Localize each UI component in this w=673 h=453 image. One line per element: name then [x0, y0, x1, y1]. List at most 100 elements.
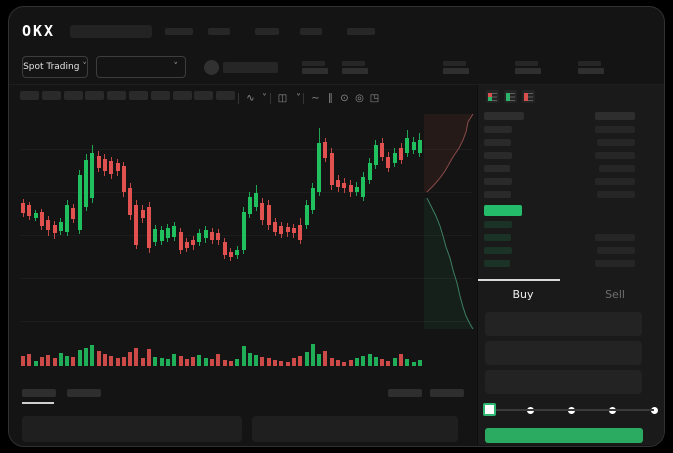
- volume-bar: [21, 356, 25, 366]
- orderbook-view-bids-icon[interactable]: [504, 90, 517, 103]
- bid-price-bar[interactable]: [484, 247, 512, 254]
- chevron-down-icon[interactable]: ˅: [296, 93, 301, 104]
- candle: [197, 233, 202, 242]
- candle: [210, 232, 214, 240]
- slider-mark[interactable]: [650, 406, 658, 414]
- amount-slider-handle[interactable]: [483, 403, 496, 416]
- market-stat-value-placeholder: [578, 68, 604, 74]
- candle: [417, 140, 422, 153]
- panel-action-placeholder[interactable]: [388, 389, 422, 397]
- volume-bar: [304, 352, 309, 366]
- candle: [361, 177, 366, 197]
- indicators-icon[interactable]: ∼: [311, 93, 320, 104]
- timeframe-button[interactable]: [107, 91, 127, 100]
- ask-amount-bar[interactable]: [599, 165, 635, 172]
- timeframe-button[interactable]: [172, 91, 192, 100]
- ask-price-bar[interactable]: [484, 191, 511, 198]
- nav-item[interactable]: [208, 28, 230, 35]
- ask-amount-bar[interactable]: [595, 178, 635, 185]
- volume-bar: [165, 359, 170, 366]
- volume-bar: [210, 359, 214, 366]
- ask-price-bar[interactable]: [484, 165, 510, 172]
- timeframe-button[interactable]: [194, 91, 214, 100]
- pair-select[interactable]: ˅: [96, 56, 186, 78]
- candle: [367, 163, 372, 180]
- bid-amount-bar[interactable]: [595, 234, 635, 241]
- bid-price-bar[interactable]: [484, 221, 512, 228]
- line-style-icon[interactable]: ∿: [246, 93, 255, 104]
- market-mode-select[interactable]: Spot Trading ˅: [22, 56, 88, 78]
- okx-logo[interactable]: OKX: [22, 22, 56, 40]
- nav-item[interactable]: [300, 28, 322, 35]
- chevron-down-icon[interactable]: ˅: [262, 93, 267, 104]
- volume-bar: [228, 361, 233, 366]
- last-price-bar[interactable]: [484, 205, 522, 216]
- order-total-field[interactable]: [485, 370, 642, 394]
- gridline: [20, 278, 472, 279]
- bid-price-bar[interactable]: [484, 260, 510, 267]
- nav-item[interactable]: [347, 28, 375, 35]
- ask-amount-bar[interactable]: [595, 152, 635, 159]
- tab-sell[interactable]: Sell: [605, 287, 625, 301]
- timeframe-button[interactable]: [150, 91, 170, 100]
- orderbook-view-asks-icon[interactable]: [522, 90, 535, 103]
- user-avatar[interactable]: [204, 60, 219, 75]
- candle: [71, 208, 76, 219]
- panel-action-placeholder[interactable]: [430, 389, 464, 397]
- tab-buy[interactable]: Buy: [512, 287, 534, 301]
- timeframe-button[interactable]: [129, 91, 148, 100]
- ask-amount-bar[interactable]: [595, 126, 635, 133]
- ask-price-bar[interactable]: [484, 152, 512, 159]
- market-stat-value-placeholder: [302, 68, 328, 74]
- order-history-tab[interactable]: [67, 389, 101, 397]
- volume-bar: [411, 362, 416, 366]
- fullscreen-icon[interactable]: ◳: [369, 93, 380, 104]
- ask-amount-bar[interactable]: [597, 139, 635, 146]
- timeframe-button[interactable]: [216, 91, 236, 100]
- nav-item[interactable]: [255, 28, 279, 35]
- candle-type-icon[interactable]: ◫: [277, 93, 288, 104]
- ask-price-bar[interactable]: [484, 126, 512, 133]
- snapshot-icon[interactable]: ⊙: [340, 93, 349, 104]
- ask-price-bar[interactable]: [484, 139, 511, 146]
- volume-bar: [178, 356, 183, 366]
- settings-icon[interactable]: ◎: [355, 93, 364, 104]
- market-stat-label-placeholder: [342, 61, 365, 66]
- timeframe-button[interactable]: [85, 91, 105, 100]
- nav-item[interactable]: [165, 28, 193, 35]
- buy-submit-button[interactable]: [485, 428, 643, 443]
- orderbook-view-both-icon[interactable]: [486, 90, 499, 103]
- timeframe-button[interactable]: [63, 91, 83, 100]
- candle: [39, 212, 44, 226]
- open-orders-tab[interactable]: [22, 389, 56, 397]
- timeframe-button[interactable]: [20, 91, 39, 100]
- drawing-tools-icon[interactable]: ∥: [328, 93, 333, 104]
- order-price-field[interactable]: [485, 312, 642, 336]
- volume-bar: [153, 357, 158, 366]
- bid-price-bar[interactable]: [484, 234, 511, 241]
- volume-bar: [417, 360, 422, 366]
- ask-amount-bar[interactable]: [597, 191, 635, 198]
- buy-tab-indicator: [478, 279, 560, 281]
- candle: [291, 228, 296, 233]
- bid-amount-bar[interactable]: [597, 247, 635, 254]
- amount-slider-track[interactable]: [489, 409, 654, 411]
- candle: [159, 230, 164, 241]
- candle: [329, 153, 334, 185]
- volume-bar: [191, 357, 196, 366]
- volume-bar: [298, 356, 303, 366]
- global-search-placeholder[interactable]: [70, 25, 152, 38]
- header-divider: [9, 84, 664, 85]
- volume-bar: [291, 358, 296, 366]
- candle: [203, 230, 208, 238]
- candle: [165, 228, 170, 238]
- candle: [279, 226, 284, 234]
- order-amount-field[interactable]: [485, 341, 642, 365]
- volume-bar: [342, 362, 347, 366]
- ask-price-bar[interactable]: [484, 178, 512, 185]
- volume-bar: [46, 355, 51, 366]
- candle: [266, 205, 271, 225]
- bid-amount-bar[interactable]: [595, 260, 635, 267]
- timeframe-button[interactable]: [41, 91, 61, 100]
- volume-bar: [128, 352, 133, 366]
